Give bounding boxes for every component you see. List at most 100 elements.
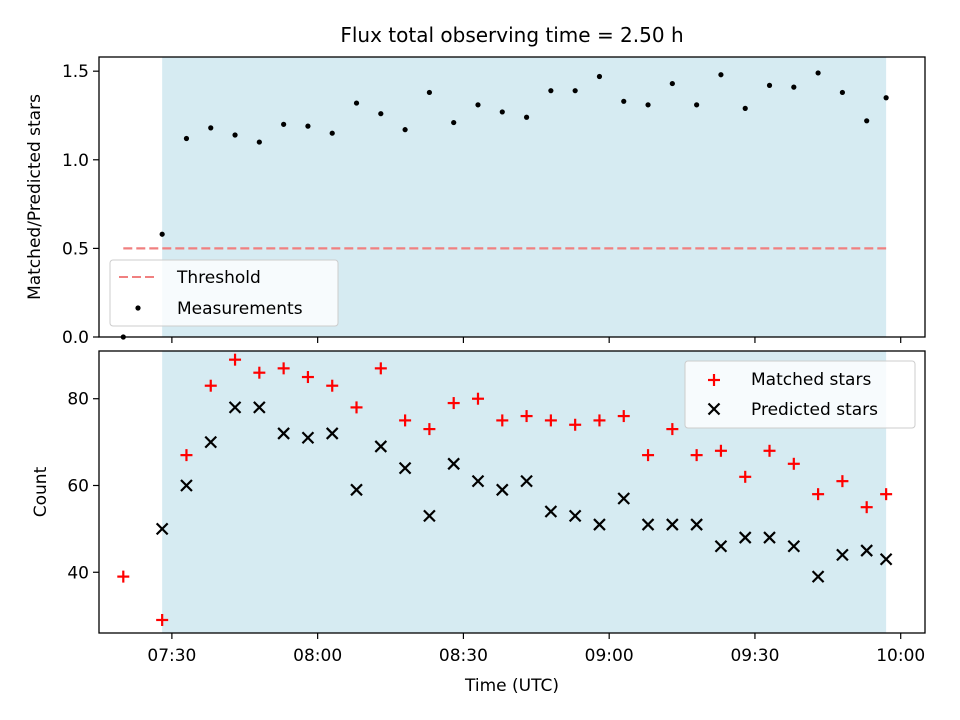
predicted-point: [714, 539, 728, 553]
predicted-point: [277, 427, 290, 440]
predicted-point: [228, 401, 242, 414]
measurement-point: [305, 123, 311, 129]
predicted-point: [593, 518, 606, 531]
predicted-point: [253, 401, 266, 414]
ratio-plot-frame: [98, 56, 926, 338]
legend-matched-label: Matched stars: [751, 370, 871, 390]
x-tick-label: 07:30: [147, 646, 196, 666]
matched-point: [690, 449, 703, 462]
measurement-point: [426, 89, 432, 96]
measurement-point: [499, 109, 505, 115]
matched-point: [496, 414, 509, 427]
x-tick-label: 10:00: [876, 646, 925, 666]
predicted-point: [811, 570, 825, 583]
matched-point: [180, 449, 193, 462]
measurement-point: [742, 105, 748, 111]
legend-predicted-label: Predicted stars: [751, 400, 878, 420]
matched-point: [447, 397, 460, 410]
measurement-point: [718, 72, 724, 78]
ratio-panel: 0.0 0.5 1.0 1.5 Matched/Predicted stars Thr…: [25, 56, 926, 348]
measurement-point: [353, 100, 360, 106]
x-tick-label: 09:30: [730, 646, 779, 666]
predicted-point: [568, 509, 582, 523]
predicted-point: [879, 552, 893, 566]
predicted-point: [471, 474, 485, 488]
matched-point: [617, 410, 630, 423]
predicted-point: [690, 518, 703, 531]
matched-point: [301, 371, 314, 384]
measurement-point: [815, 70, 821, 76]
ratio-legend: Threshold Measurements: [109, 259, 339, 327]
matched-point: [520, 410, 533, 423]
x-tick-label: 09:00: [585, 646, 634, 666]
measurement-point: [329, 130, 335, 136]
measurement-point: [883, 95, 889, 101]
matched-point: [204, 379, 217, 392]
matched-point: [229, 353, 242, 366]
legend-predicted-swatch: [707, 402, 721, 416]
matched-point: [812, 488, 825, 501]
matched-point: [880, 488, 893, 501]
matched-point: [471, 392, 484, 405]
measurement-point: [475, 102, 481, 108]
matched-point: [763, 444, 776, 457]
predicted-point: [860, 544, 873, 557]
measurement-point: [451, 119, 457, 126]
measurement-point: [766, 82, 773, 88]
predicted-point: [520, 474, 533, 488]
predicted-point: [447, 457, 460, 471]
y-tick-label: 80: [67, 390, 89, 410]
matched-point: [593, 414, 606, 427]
predicted-point: [180, 479, 193, 492]
count-legend: Matched stars Predicted stars: [684, 360, 916, 429]
matched-point: [787, 457, 800, 470]
matched-point: [156, 613, 169, 626]
predicted-point: [763, 531, 776, 544]
measurement-point: [183, 135, 190, 142]
predicted-point: [423, 509, 436, 523]
y-tick-label: 40: [67, 563, 89, 583]
ratio-y-axis-label: Matched/Predicted stars: [25, 94, 45, 300]
matched-point: [326, 379, 339, 392]
legend-threshold-label: Threshold: [176, 268, 261, 288]
predicted-point: [836, 548, 849, 562]
matched-point: [714, 444, 727, 457]
measurement-point: [694, 102, 700, 108]
predicted-point: [155, 522, 169, 536]
chart-title: Flux total observing time = 2.50 h: [340, 23, 683, 47]
measurement-point: [669, 80, 675, 87]
count-plot-frame: [98, 350, 926, 634]
predicted-point: [398, 461, 412, 475]
predicted-point: [374, 440, 388, 453]
matched-point: [423, 423, 436, 436]
predicted-point: [544, 505, 558, 518]
y-tick-label: 1.5: [62, 62, 89, 82]
matched-point: [253, 366, 266, 379]
matched-point: [374, 362, 387, 375]
predicted-point: [641, 518, 655, 531]
predicted-point: [350, 483, 363, 497]
measurement-point: [572, 88, 578, 94]
legend-matched-swatch: [708, 374, 720, 386]
measurement-point: [839, 89, 846, 96]
matched-point: [544, 414, 557, 427]
legend-measurements-swatch: [135, 305, 141, 311]
matched-point: [350, 401, 363, 414]
measurement-point: [621, 98, 627, 104]
legend-measurements-label: Measurements: [177, 299, 303, 319]
measurement-point: [378, 111, 384, 117]
predicted-point: [204, 435, 218, 449]
matched-point: [836, 475, 849, 488]
y-tick-label: 60: [67, 476, 89, 496]
measurement-point: [523, 114, 530, 120]
x-axis-label: Time (UTC): [464, 676, 559, 696]
count-panel: 40 60 80 07:30 08:00 08:30 09:00 09:30 10:00 Co…: [31, 350, 926, 696]
predicted-point: [496, 483, 509, 497]
matched-point: [569, 418, 582, 431]
measurement-point: [548, 88, 554, 94]
measurement-point: [208, 125, 214, 131]
predicted-point: [666, 518, 679, 531]
matched-point: [860, 501, 873, 514]
measurement-point: [596, 73, 603, 80]
